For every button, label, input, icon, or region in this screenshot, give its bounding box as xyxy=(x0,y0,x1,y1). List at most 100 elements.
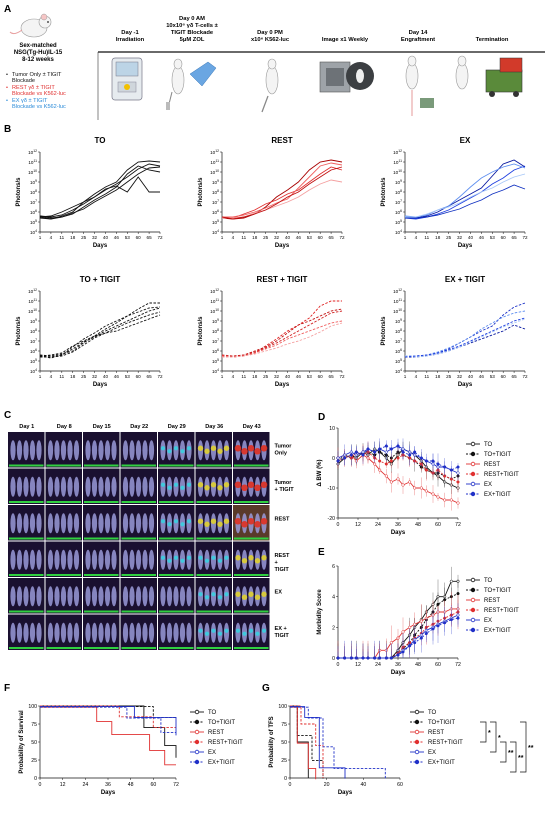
signal-spot xyxy=(241,558,248,564)
panel-a: Sex-matched NSG(Tg-Hu)IL-15 8-12 weeks •… xyxy=(6,13,545,120)
mouse-silhouette xyxy=(23,549,29,570)
signal-spot xyxy=(197,518,204,524)
y-axis-label: Morbidity Score xyxy=(317,589,323,635)
signal-spot xyxy=(241,447,248,455)
panel-b-title: TO xyxy=(95,136,106,145)
legend-to-line2: Blockade xyxy=(12,78,35,84)
mouse-silhouette xyxy=(85,440,91,461)
data-point xyxy=(456,501,460,505)
y-tick-label: 106 xyxy=(395,209,402,215)
mouse-line2: NSG(Tg-Hu)IL-15 xyxy=(14,50,63,56)
color-scale-bar xyxy=(46,647,81,649)
mouse-silhouette xyxy=(36,513,42,534)
row-label-line2: + TIGIT xyxy=(275,487,295,493)
data-point xyxy=(419,636,423,640)
mouse-silhouette xyxy=(60,549,67,570)
x-tick-label: 65 xyxy=(147,235,153,240)
legend-marker xyxy=(414,709,420,715)
data-point xyxy=(378,656,382,660)
signal-spot xyxy=(198,628,203,633)
mouse-silhouette xyxy=(47,586,54,607)
y-tick-label: 1010 xyxy=(210,308,219,314)
x-tick-label: 40 xyxy=(103,374,109,379)
x-tick-label: 32 xyxy=(457,235,463,240)
signal-spot xyxy=(248,628,254,633)
signal-spot xyxy=(223,518,230,524)
x-tick-label: 72 xyxy=(455,522,461,528)
data-point xyxy=(366,447,370,451)
legend-marker xyxy=(470,617,476,623)
signal-spot xyxy=(211,555,216,560)
x-tick-label: 18 xyxy=(70,235,76,240)
significance-mark: ** xyxy=(508,750,514,757)
mouse-silhouette xyxy=(166,622,173,643)
y-tick-label: 50 xyxy=(281,740,287,746)
mouse-line3: 8-12 weeks xyxy=(22,57,54,63)
legend-label: EX+TIGIT xyxy=(484,628,511,634)
luminescence-curve xyxy=(221,159,343,220)
signal-spot xyxy=(204,485,210,491)
y-tick-label: 4 xyxy=(332,595,335,601)
x-tick-label: 24 xyxy=(82,782,88,788)
panel-letter-f: F xyxy=(4,683,10,694)
color-scale-bar xyxy=(9,464,44,467)
legend-marker xyxy=(194,739,200,745)
legend-bullet: • xyxy=(6,72,8,78)
signal-spot xyxy=(242,631,247,636)
x-tick-label: 11 xyxy=(59,235,64,240)
x-tick-label: 32 xyxy=(92,374,98,379)
x-tick-label: 72 xyxy=(157,374,163,379)
mouse-silhouette xyxy=(179,622,186,643)
data-point xyxy=(436,495,440,499)
mouse-silhouette xyxy=(98,440,104,461)
color-scale-bar xyxy=(46,574,81,576)
data-point xyxy=(436,462,440,466)
mouse-silhouette xyxy=(67,586,73,607)
mouse-silhouette xyxy=(111,513,117,534)
x-tick-label: 53 xyxy=(307,235,313,240)
signal-spot xyxy=(217,448,223,454)
legend-marker xyxy=(470,441,476,447)
mouse-silhouette xyxy=(148,549,155,570)
mouse-silhouette xyxy=(142,440,148,461)
y-tick-label: 104 xyxy=(30,368,37,374)
data-point xyxy=(443,465,447,469)
row-label: EX + xyxy=(275,626,288,632)
data-point xyxy=(443,621,447,625)
mouse-silhouette xyxy=(148,622,155,643)
x-tick-label: 40 xyxy=(360,782,366,788)
mouse-silhouette xyxy=(186,586,192,607)
timeline-step-2-sub2: TIGIT Blockade xyxy=(171,30,214,36)
color-scale-bar xyxy=(234,537,269,540)
day-label: Day 29 xyxy=(168,424,186,430)
legend-label: TO xyxy=(484,578,493,584)
mouse-silhouette xyxy=(23,513,29,534)
color-scale-bar xyxy=(121,610,156,613)
signal-spot xyxy=(180,522,185,527)
x-tick-label: 4 xyxy=(415,374,418,379)
x-tick-label: 46 xyxy=(479,235,485,240)
luminescence-curve xyxy=(222,322,343,358)
timeline-step-5: Day 14 xyxy=(409,30,428,36)
data-point xyxy=(384,444,388,448)
data-point xyxy=(436,602,440,606)
luminescence-curve xyxy=(405,324,526,358)
x-tick-label: 60 xyxy=(136,235,142,240)
legend-marker xyxy=(470,587,476,593)
x-tick-label: 46 xyxy=(114,235,120,240)
y-tick-label: 107 xyxy=(395,338,402,344)
y-tick-label: 109 xyxy=(30,318,37,324)
legend-marker xyxy=(470,471,476,477)
color-scale-bar xyxy=(234,647,269,649)
mouse-silhouette xyxy=(10,513,16,534)
data-point xyxy=(396,477,400,481)
signal-spot xyxy=(260,517,268,525)
y-tick-label: 107 xyxy=(30,338,37,344)
x-tick-label: 72 xyxy=(157,235,163,240)
mouse-silhouette xyxy=(54,586,60,607)
x-axis-label: Days xyxy=(101,790,116,796)
imager-icon xyxy=(319,61,374,93)
y-axis-label: Photons/s xyxy=(381,316,387,346)
x-tick-label: 12 xyxy=(355,662,361,668)
signal-spot xyxy=(167,558,172,563)
